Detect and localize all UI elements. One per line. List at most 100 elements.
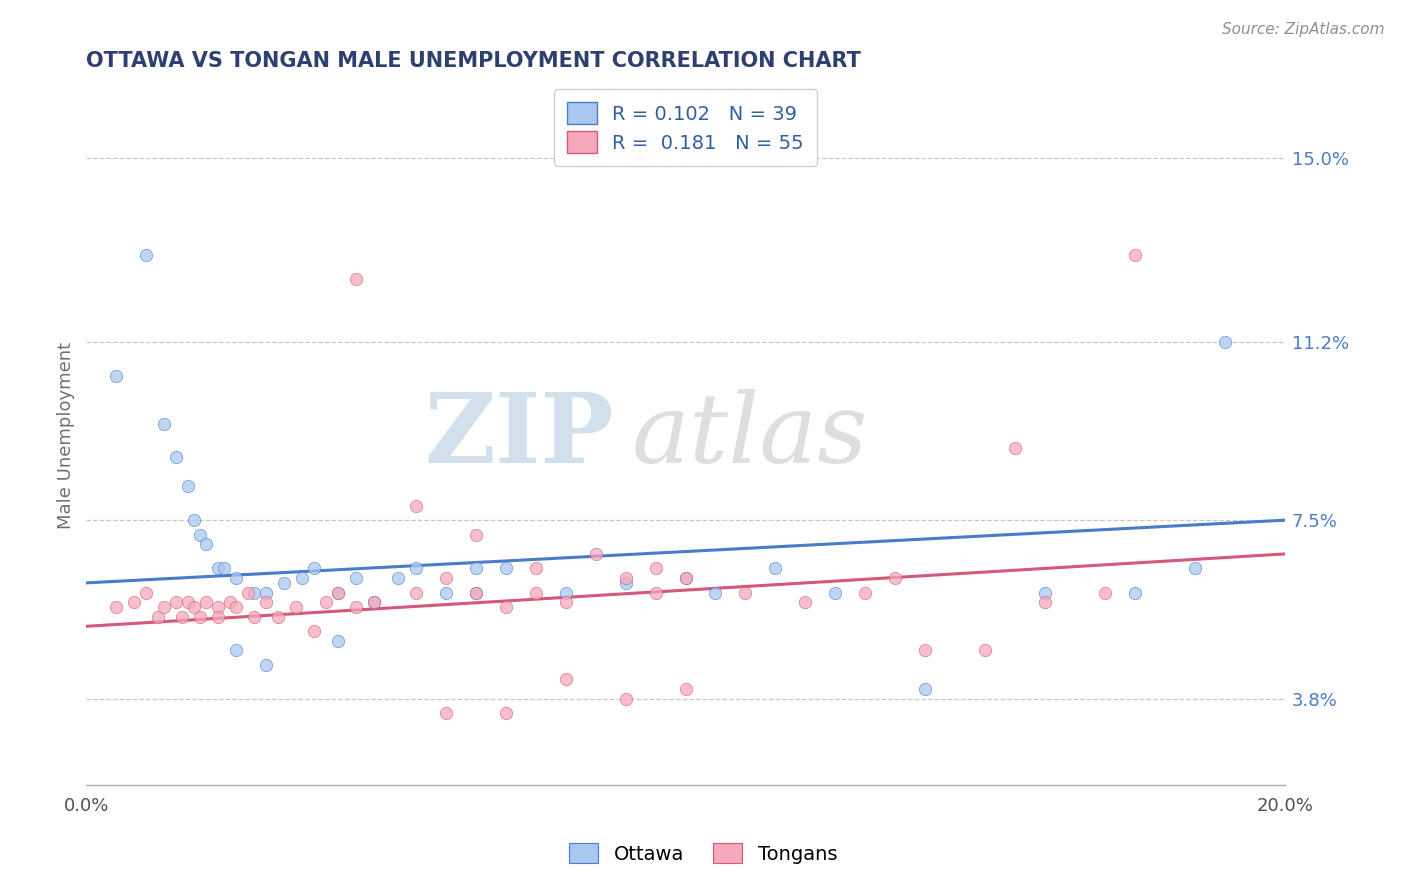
- Point: [1123, 248, 1146, 262]
- Point: [344, 272, 367, 286]
- Point: [495, 706, 517, 720]
- Text: OTTAWA VS TONGAN MALE UNEMPLOYMENT CORRELATION CHART: OTTAWA VS TONGAN MALE UNEMPLOYMENT CORRE…: [86, 51, 860, 70]
- Point: [188, 609, 211, 624]
- Point: [135, 585, 157, 599]
- Point: [554, 673, 576, 687]
- Point: [363, 595, 385, 609]
- Text: Source: ZipAtlas.com: Source: ZipAtlas.com: [1222, 22, 1385, 37]
- Point: [207, 561, 229, 575]
- Point: [183, 513, 205, 527]
- Point: [225, 599, 247, 614]
- Point: [195, 595, 218, 609]
- Point: [105, 368, 128, 383]
- Point: [1033, 585, 1056, 599]
- Point: [105, 599, 128, 614]
- Point: [207, 609, 229, 624]
- Point: [302, 561, 325, 575]
- Point: [165, 595, 187, 609]
- Point: [464, 585, 486, 599]
- Y-axis label: Male Unemployment: Male Unemployment: [58, 343, 75, 529]
- Point: [177, 595, 200, 609]
- Point: [291, 571, 314, 585]
- Point: [315, 595, 337, 609]
- Point: [1123, 585, 1146, 599]
- Point: [434, 706, 457, 720]
- Point: [122, 595, 145, 609]
- Point: [219, 595, 242, 609]
- Point: [554, 585, 576, 599]
- Point: [326, 585, 349, 599]
- Point: [675, 571, 697, 585]
- Point: [267, 609, 290, 624]
- Point: [585, 547, 607, 561]
- Point: [236, 585, 259, 599]
- Point: [405, 585, 427, 599]
- Text: ZIP: ZIP: [425, 389, 613, 483]
- Point: [464, 585, 486, 599]
- Point: [974, 643, 997, 657]
- Point: [495, 561, 517, 575]
- Point: [326, 585, 349, 599]
- Point: [675, 681, 697, 696]
- Point: [405, 499, 427, 513]
- Point: [495, 599, 517, 614]
- Point: [273, 575, 295, 590]
- Point: [914, 643, 936, 657]
- Point: [524, 585, 547, 599]
- Point: [148, 609, 170, 624]
- Point: [254, 585, 277, 599]
- Text: atlas: atlas: [631, 389, 868, 483]
- Point: [464, 527, 486, 541]
- Point: [763, 561, 786, 575]
- Point: [188, 527, 211, 541]
- Point: [344, 571, 367, 585]
- Point: [914, 681, 936, 696]
- Point: [464, 561, 486, 575]
- Point: [734, 585, 756, 599]
- Point: [254, 657, 277, 672]
- Point: [243, 585, 266, 599]
- Point: [172, 609, 194, 624]
- Point: [614, 691, 637, 706]
- Point: [644, 561, 666, 575]
- Point: [165, 450, 187, 465]
- Point: [614, 571, 637, 585]
- Legend: Ottawa, Tongans: Ottawa, Tongans: [561, 836, 845, 871]
- Point: [675, 571, 697, 585]
- Point: [794, 595, 817, 609]
- Point: [153, 417, 176, 431]
- Point: [405, 561, 427, 575]
- Point: [135, 248, 157, 262]
- Point: [824, 585, 846, 599]
- Point: [524, 561, 547, 575]
- Point: [644, 585, 666, 599]
- Point: [302, 624, 325, 639]
- Point: [387, 571, 409, 585]
- Point: [344, 599, 367, 614]
- Point: [1033, 595, 1056, 609]
- Point: [285, 599, 308, 614]
- Point: [434, 571, 457, 585]
- Point: [243, 609, 266, 624]
- Point: [225, 571, 247, 585]
- Point: [884, 571, 907, 585]
- Point: [1213, 334, 1236, 349]
- Point: [1094, 585, 1116, 599]
- Legend: R = 0.102   N = 39, R =  0.181   N = 55: R = 0.102 N = 39, R = 0.181 N = 55: [554, 89, 817, 166]
- Point: [853, 585, 876, 599]
- Point: [207, 599, 229, 614]
- Point: [212, 561, 235, 575]
- Point: [614, 575, 637, 590]
- Point: [363, 595, 385, 609]
- Point: [225, 643, 247, 657]
- Point: [254, 595, 277, 609]
- Point: [704, 585, 727, 599]
- Point: [326, 633, 349, 648]
- Point: [554, 595, 576, 609]
- Point: [183, 599, 205, 614]
- Point: [1004, 441, 1026, 455]
- Point: [434, 585, 457, 599]
- Point: [153, 599, 176, 614]
- Point: [177, 479, 200, 493]
- Point: [1184, 561, 1206, 575]
